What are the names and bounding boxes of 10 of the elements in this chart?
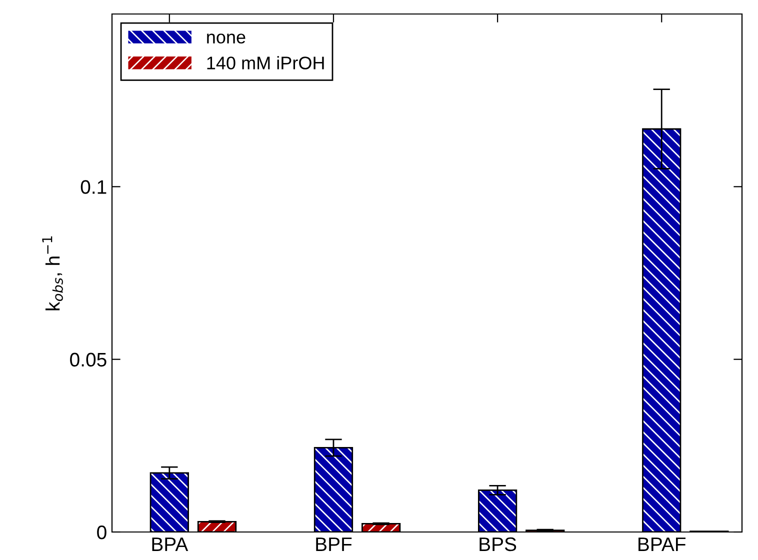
y-tick-label: 0.05 [70, 352, 106, 367]
y-tick-label: 0 [97, 525, 106, 540]
y-tick-label: 0.1 [80, 180, 106, 194]
y-axis-title: k$_{obs}$, h$^{−1}$ [42, 236, 63, 310]
x-tick-label: BPS [480, 537, 516, 552]
legend-label: none [207, 34, 246, 44]
x-tick-label: BPAF [638, 538, 686, 551]
x-tick-label: BPA [152, 538, 188, 551]
x-tick-label: BPF [316, 538, 352, 551]
legend-label: 140 mM iPrOH [207, 56, 324, 70]
